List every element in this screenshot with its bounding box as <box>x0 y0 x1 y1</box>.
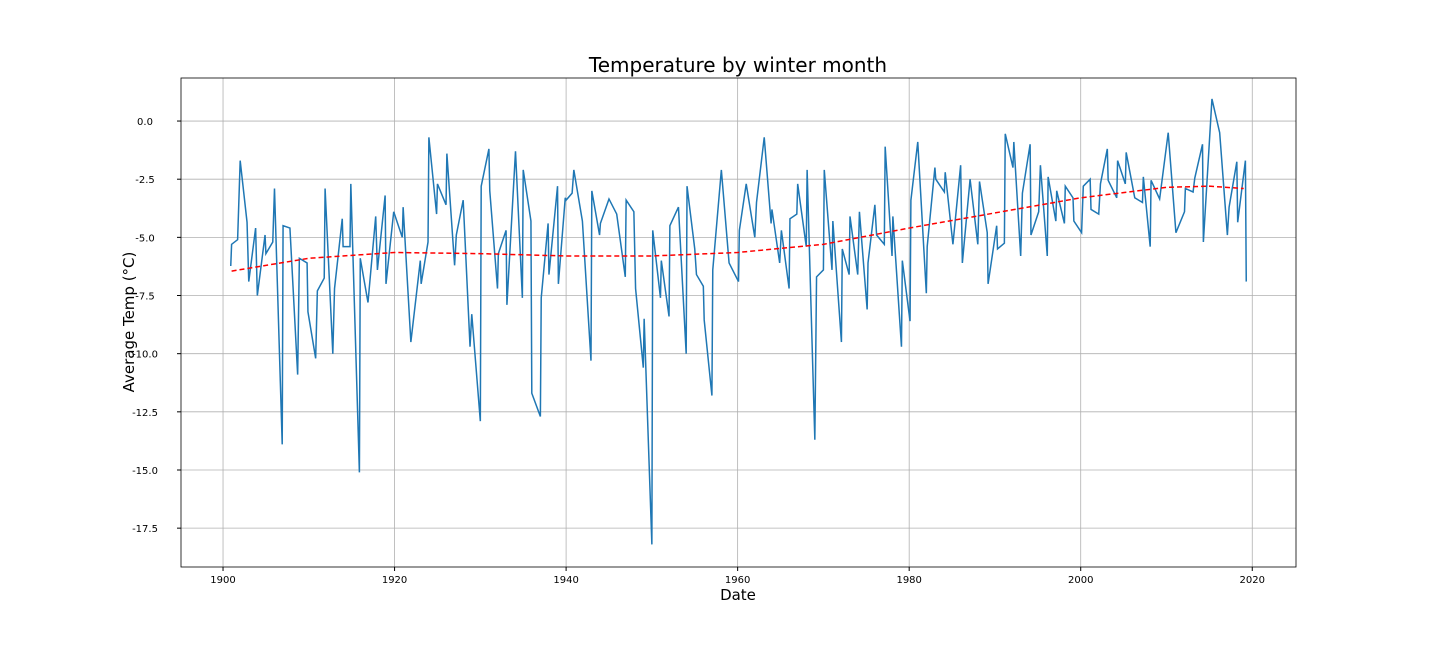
x-tick-label: 1940 <box>553 575 578 586</box>
x-tick-label: 1980 <box>896 575 921 586</box>
chart-title: Temperature by winter month <box>588 53 887 77</box>
plot-frame <box>180 77 1297 568</box>
y-tick-label: 0.0 <box>137 117 153 128</box>
x-tick-label: 2020 <box>1240 575 1265 586</box>
y-tick-label: -12.5 <box>132 408 158 419</box>
series-line <box>231 185 1244 272</box>
x-tick-label: 2000 <box>1068 575 1093 586</box>
x-tick-label: 1900 <box>210 575 235 586</box>
y-tick-label: -10.0 <box>132 350 158 361</box>
y-axis-label: Average Temp (°C) <box>120 252 138 393</box>
x-tick-label: 1920 <box>382 575 407 586</box>
y-tick-label: -5.0 <box>135 233 155 244</box>
y-tick-label: -17.5 <box>132 524 158 535</box>
x-axis-label: Date <box>720 586 756 604</box>
y-tick-label: -2.5 <box>135 175 155 186</box>
series-line <box>230 98 1247 545</box>
y-tick-label: -7.5 <box>135 292 155 303</box>
y-tick-label: -15.0 <box>132 466 158 477</box>
x-tick-label: 1960 <box>725 575 750 586</box>
